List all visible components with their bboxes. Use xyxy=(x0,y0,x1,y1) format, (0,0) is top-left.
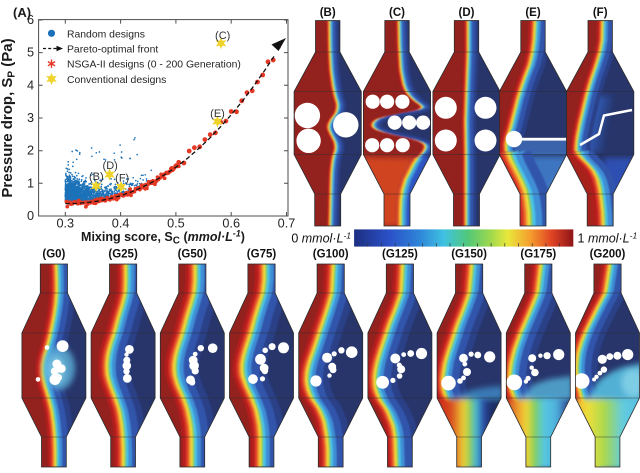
svg-text:Conventional designs: Conventional designs xyxy=(67,75,166,86)
svg-text:0 mmol·L-1: 0 mmol·L-1 xyxy=(291,231,351,246)
svg-text:(G25): (G25) xyxy=(108,249,138,261)
svg-text:1 mmol·L-1: 1 mmol·L-1 xyxy=(578,231,638,246)
svg-text:0.3: 0.3 xyxy=(56,217,74,231)
svg-text:Random designs: Random designs xyxy=(67,29,145,40)
svg-text:(G150): (G150) xyxy=(451,249,487,261)
svg-text:NSGA-II designs (0 - 200 Gener: NSGA-II designs (0 - 200 Generation) xyxy=(67,60,241,71)
svg-text:Mixing score, SC (mmol·L-1): Mixing score, SC (mmol·L-1) xyxy=(81,229,245,247)
svg-text:(G75): (G75) xyxy=(247,249,277,261)
svg-text:(B): (B) xyxy=(320,7,336,19)
svg-text:(A): (A) xyxy=(13,5,31,20)
svg-text:Pareto-optimal front: Pareto-optimal front xyxy=(67,45,158,56)
svg-text:Pressure drop, SP (Pa): Pressure drop, SP (Pa) xyxy=(0,38,18,197)
svg-text:(D): (D) xyxy=(459,7,475,19)
svg-text:(E): (E) xyxy=(210,108,225,120)
svg-text:0: 0 xyxy=(27,209,34,223)
svg-text:(G50): (G50) xyxy=(178,249,208,261)
svg-text:(E): (E) xyxy=(525,7,541,19)
svg-text:3: 3 xyxy=(27,111,34,125)
svg-text:0.7: 0.7 xyxy=(278,217,296,231)
svg-text:2: 2 xyxy=(27,144,34,158)
svg-text:0.4: 0.4 xyxy=(112,217,130,231)
svg-text:(F): (F) xyxy=(115,173,129,185)
svg-text:(B): (B) xyxy=(89,171,104,183)
svg-text:(D): (D) xyxy=(103,160,118,172)
svg-text:6: 6 xyxy=(27,13,34,27)
svg-text:(C): (C) xyxy=(389,7,405,19)
svg-text:(G100): (G100) xyxy=(313,249,349,261)
svg-text:(C): (C) xyxy=(215,30,230,42)
svg-text:0.5: 0.5 xyxy=(167,217,185,231)
svg-text:(F): (F) xyxy=(593,7,608,19)
svg-text:4: 4 xyxy=(27,78,34,92)
svg-text:0.6: 0.6 xyxy=(222,217,240,231)
svg-text:(G175): (G175) xyxy=(520,249,556,261)
svg-text:(G200): (G200) xyxy=(590,249,626,261)
svg-text:1: 1 xyxy=(27,176,34,190)
svg-text:5: 5 xyxy=(27,46,34,60)
svg-text:(G0): (G0) xyxy=(42,249,65,261)
svg-text:(G125): (G125) xyxy=(382,249,418,261)
